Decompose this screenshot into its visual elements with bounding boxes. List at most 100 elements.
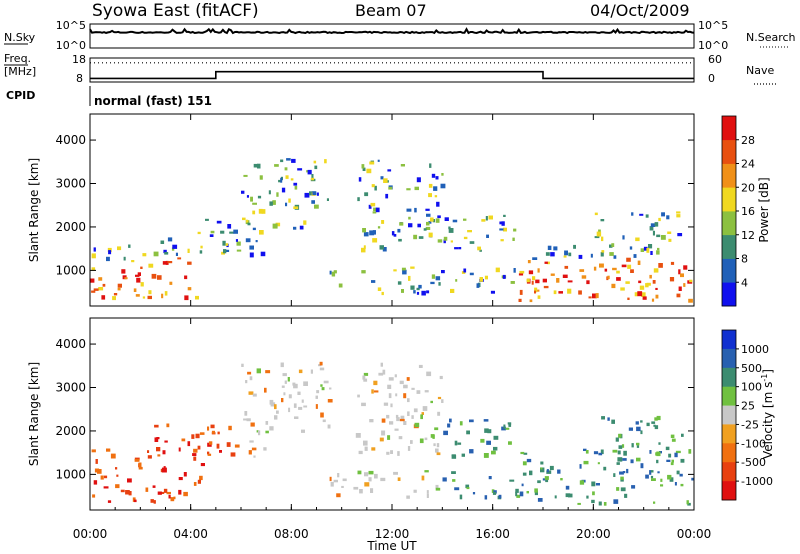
vel-cell xyxy=(631,485,636,489)
power-cell xyxy=(290,178,294,181)
vel-cell xyxy=(515,488,519,493)
vel-cell xyxy=(382,369,386,375)
vel-cell xyxy=(342,478,347,482)
vel-cell xyxy=(120,489,125,493)
power-cell xyxy=(410,285,415,290)
vel-cell xyxy=(640,463,644,469)
vel-cell xyxy=(138,466,143,470)
power-cell xyxy=(501,221,505,226)
vel-cell xyxy=(263,447,267,451)
power-cell xyxy=(652,230,655,236)
power-cell xyxy=(313,160,317,164)
vel-cell xyxy=(134,457,140,461)
vel-cbar-label: -100 xyxy=(741,437,766,450)
power-cell xyxy=(477,246,481,251)
power-cell xyxy=(377,159,380,162)
vel-cell xyxy=(183,491,188,497)
power-cell xyxy=(638,280,642,284)
power-cbar-swatch xyxy=(722,163,736,188)
velocity-colorbar-label-sup: -1 xyxy=(760,374,769,382)
power-panel: 1000 2000 3000 4000 Slant Range [km] 4 8 12 16… xyxy=(27,113,771,307)
power-cell xyxy=(513,228,517,232)
velocity-data-cells xyxy=(91,361,694,506)
power-cell xyxy=(645,214,649,218)
power-cell xyxy=(117,246,122,251)
vel-cell xyxy=(370,488,374,493)
power-cell xyxy=(432,219,435,223)
vel-cell xyxy=(320,384,323,387)
power-cell xyxy=(362,167,366,171)
power-cell xyxy=(227,224,232,229)
power-cell xyxy=(388,186,393,190)
x-tick-label: 16:00 xyxy=(475,527,510,541)
power-cell xyxy=(124,277,128,280)
vel-cell xyxy=(156,447,161,452)
power-cell xyxy=(160,240,165,244)
vel-cbar-label: 100 xyxy=(741,381,762,394)
vel-cell xyxy=(435,487,441,491)
vel-cell xyxy=(654,417,658,421)
power-cell xyxy=(285,175,289,179)
power-cell xyxy=(112,296,116,301)
power-cell xyxy=(435,276,441,281)
vel-cell xyxy=(516,494,521,498)
power-cell xyxy=(676,214,681,218)
vel-cell xyxy=(619,471,624,475)
vel-cell xyxy=(316,390,320,394)
vel-cell xyxy=(361,402,366,407)
power-cell xyxy=(518,273,524,276)
vel-cell xyxy=(249,440,254,443)
power-cell xyxy=(140,282,144,287)
power-cell xyxy=(642,296,647,300)
vel-cell xyxy=(181,438,186,442)
vel-cell xyxy=(369,419,374,423)
power-cell xyxy=(440,183,446,189)
vel-cell xyxy=(437,411,441,416)
power-cell xyxy=(519,289,523,295)
vel-cell xyxy=(178,447,181,452)
power-cell xyxy=(400,164,405,167)
vel-cell xyxy=(554,495,557,499)
vel-cell xyxy=(374,473,378,479)
power-cell xyxy=(596,231,602,237)
vel-cell xyxy=(544,476,549,480)
power-cell xyxy=(272,200,276,205)
power-cell xyxy=(187,287,192,291)
vel-cell xyxy=(301,429,305,433)
power-cell xyxy=(316,192,319,196)
power-cell xyxy=(243,174,248,177)
vel-cell xyxy=(669,477,674,482)
power-cell xyxy=(592,293,597,299)
power-cell xyxy=(418,236,424,239)
power-cbar-label: 12 xyxy=(741,229,755,242)
power-cell xyxy=(272,223,278,229)
vel-cell xyxy=(282,373,287,377)
power-cell xyxy=(627,297,630,300)
vel-cell xyxy=(503,424,506,429)
vel-cell xyxy=(381,418,386,423)
power-cell xyxy=(408,223,413,228)
vel-cell xyxy=(592,491,595,496)
power-cbar-swatch xyxy=(722,258,736,283)
vel-cell xyxy=(420,414,423,420)
vel-cell xyxy=(298,369,303,374)
vel-cell xyxy=(359,489,363,494)
vel-cell xyxy=(128,491,132,496)
power-cell xyxy=(299,225,304,230)
vel-cell xyxy=(294,416,299,419)
vel-cell xyxy=(508,423,512,427)
power-cell xyxy=(121,269,126,274)
vel-cell xyxy=(665,446,670,451)
power-cell xyxy=(187,248,190,253)
vel-cell xyxy=(411,387,415,390)
vel-cell xyxy=(636,457,641,462)
power-cell xyxy=(416,177,421,183)
power-cell xyxy=(519,270,525,274)
power-cell xyxy=(426,221,430,226)
power-cell xyxy=(288,198,291,203)
vel-cell xyxy=(91,449,96,453)
vel-cell xyxy=(380,362,383,367)
vel-cell xyxy=(373,380,378,386)
power-cell xyxy=(527,260,531,264)
power-cell xyxy=(455,279,458,282)
